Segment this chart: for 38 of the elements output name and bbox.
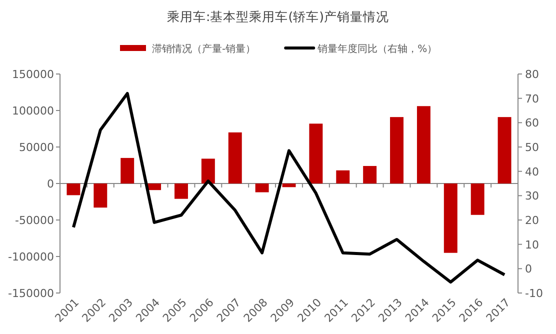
y2-tick-label: -10 — [525, 287, 543, 300]
y2-tick-label: 60 — [525, 116, 539, 130]
y2-tick-label: 30 — [525, 190, 539, 203]
bar — [498, 117, 512, 184]
y2-tick-label: 50 — [525, 141, 539, 154]
y2-tick-label: 70 — [525, 92, 539, 106]
y2-tick-label: 80 — [525, 68, 539, 81]
y2-tick-label: 10 — [525, 238, 539, 252]
bar — [201, 158, 215, 184]
bar — [336, 170, 350, 184]
bar — [444, 184, 458, 253]
bar — [66, 184, 80, 196]
y-tick-label: -50000 — [15, 214, 54, 227]
bar — [390, 117, 404, 184]
legend-label: 销量年度同比（右轴，%） — [316, 43, 438, 55]
bar — [174, 184, 188, 199]
line-series — [72, 92, 506, 284]
bar — [282, 184, 296, 188]
bar — [148, 184, 162, 190]
bar — [363, 166, 377, 184]
bar — [470, 184, 484, 215]
bar — [309, 124, 323, 184]
y-tick-label: 150000 — [12, 68, 54, 81]
y-tick-label: -100000 — [8, 250, 54, 264]
bar — [255, 184, 269, 192]
y-tick-label: 100000 — [12, 104, 54, 118]
bar — [228, 132, 242, 184]
y2-tick-label: 20 — [525, 214, 539, 227]
legend-label: 滞销情况（产量-销量） — [152, 43, 256, 55]
y-tick-label: 50000 — [19, 141, 54, 154]
y2-tick-label: 40 — [525, 165, 539, 178]
bar — [120, 158, 134, 184]
y-tick-label: 0 — [47, 178, 54, 190]
bar — [94, 184, 108, 208]
y-tick-label: -150000 — [8, 287, 54, 300]
title: 乘用车:基本型乘用车(轿车)产销量情况 — [167, 9, 389, 24]
bar — [416, 106, 430, 184]
y2-tick-label: 0 — [525, 262, 532, 276]
